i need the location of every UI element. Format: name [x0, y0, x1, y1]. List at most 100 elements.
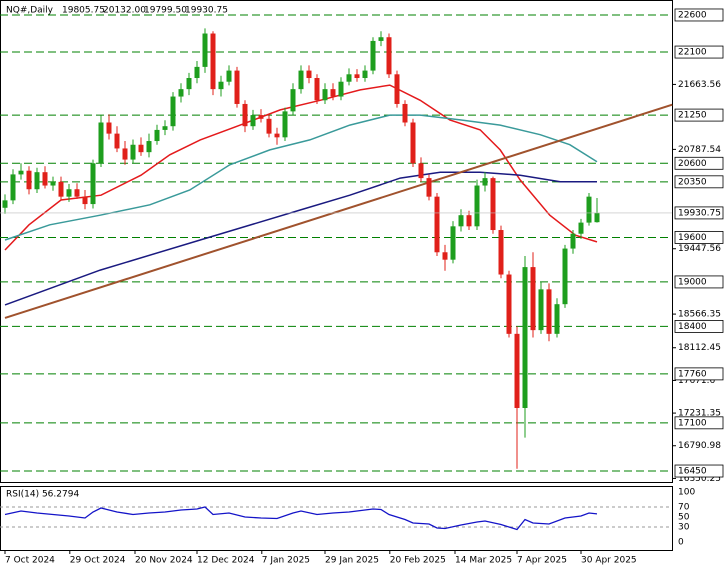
header-value: 20132.00 [103, 6, 146, 16]
level-box [674, 275, 724, 289]
candle-body [234, 70, 240, 104]
candle-body [538, 289, 544, 331]
x-tick-label: 20 Nov 2024 [135, 556, 193, 566]
candle-body [58, 181, 64, 197]
x-tick-label: 12 Dec 2024 [197, 556, 255, 566]
candle-body [386, 37, 392, 75]
candle-body [90, 163, 96, 205]
level-box [674, 45, 724, 59]
symbol: NQ#,Daily [6, 6, 54, 16]
candle-body [242, 103, 248, 127]
candle-body [154, 129, 160, 142]
level-box [674, 367, 724, 381]
candle-body [442, 252, 448, 260]
x-tick-label: 14 Mar 2025 [455, 556, 512, 566]
candle-body [490, 178, 496, 231]
x-tick-label: 7 Oct 2024 [5, 556, 55, 566]
candle-body [210, 33, 216, 90]
indicator-line [4, 103, 673, 319]
y-tick-label: 18112.45 [678, 343, 721, 353]
candle-body [450, 226, 456, 260]
candle-body [50, 181, 56, 186]
candle-body [82, 196, 88, 205]
x-tick-label: 7 Apr 2025 [517, 556, 567, 566]
rsi-tick-label: 30 [678, 523, 690, 533]
candle-body [514, 333, 520, 408]
candle-body [114, 133, 120, 149]
candle-body [562, 248, 568, 305]
candle-body [306, 70, 312, 79]
indicator-line [4, 171, 597, 306]
candle-body [394, 74, 400, 104]
level-label: 16450 [678, 467, 707, 477]
y-tick-label: 16350.25 [678, 474, 721, 484]
level-label: 21250 [678, 111, 707, 121]
candle-body [178, 89, 184, 97]
x-tick-label: 29 Oct 2024 [70, 556, 126, 566]
candle-body [498, 230, 504, 275]
y-tick-label: 20787.54 [678, 145, 721, 155]
level-box [674, 175, 724, 189]
candle-body [186, 78, 192, 90]
rsi-line [4, 506, 598, 531]
header-value: 19799.50 [144, 6, 187, 16]
rsi-label: RSI(14) 56.2794 [6, 490, 79, 500]
candle-body [554, 304, 560, 334]
candle-body [26, 170, 32, 190]
candle-body [106, 122, 112, 134]
candle-body [402, 103, 408, 123]
candle-body [370, 40, 376, 71]
x-tick-label: 7 Jan 2025 [262, 556, 310, 566]
candle-body [506, 274, 512, 334]
candle-body [146, 141, 152, 153]
rsi-panel [0, 486, 673, 551]
level-box [674, 108, 724, 122]
header-value: 19930.75 [185, 6, 228, 16]
candle-body [18, 170, 24, 175]
price-panel [0, 0, 673, 483]
candle-body [458, 215, 464, 227]
candle-body [34, 172, 40, 190]
candle-body [362, 70, 368, 79]
candle-body [546, 289, 552, 334]
candle-body [66, 189, 72, 197]
candle-body [42, 172, 48, 186]
rsi-tick-label: 0 [678, 538, 684, 548]
candle-body [2, 200, 8, 208]
candle-body [346, 74, 352, 82]
x-tick-label: 30 Apr 2025 [581, 556, 637, 566]
level-box [674, 320, 724, 333]
candle-body [266, 118, 272, 134]
level-label: 17760 [678, 369, 707, 379]
candle-body [282, 111, 288, 138]
candle-body [130, 144, 136, 160]
candle-body [426, 178, 432, 197]
candle-body [298, 70, 304, 90]
candle-body [162, 126, 168, 130]
candle-body [290, 89, 296, 112]
y-tick-label: 19447.56 [678, 244, 721, 254]
candle-body [138, 144, 144, 153]
header: NQ#,Daily [6, 6, 54, 16]
y-tick-label: 17671.6 [678, 376, 715, 386]
level-label: 22100 [678, 48, 707, 58]
level-box [674, 464, 724, 478]
candle-body [378, 37, 384, 41]
candle-body [218, 81, 224, 90]
level-label: 22600 [678, 10, 707, 20]
y-tick-label: 16790.98 [678, 441, 721, 451]
candle-body [74, 189, 80, 197]
rsi-tick-label: 50 [678, 513, 690, 523]
candle-body [578, 222, 584, 234]
candle-body [474, 185, 480, 227]
rsi-tick-label: 70 [678, 503, 690, 513]
candle-body [170, 96, 176, 127]
candle-body [202, 33, 208, 67]
candle-body [226, 70, 232, 82]
header-value: 19805.75 [62, 6, 105, 16]
y-tick-label: 17231.35 [678, 409, 721, 419]
candle-body [98, 122, 104, 164]
indicator-line [4, 114, 598, 241]
level-box [674, 8, 724, 22]
candle-body [410, 122, 416, 164]
